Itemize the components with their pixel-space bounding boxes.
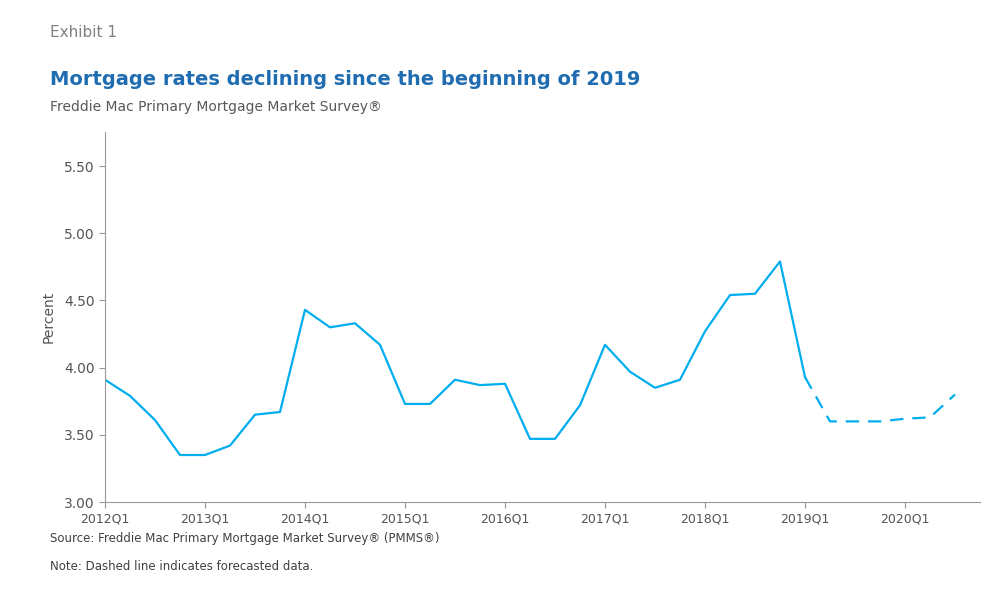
Text: Note: Dashed line indicates forecasted data.: Note: Dashed line indicates forecasted d… bbox=[50, 560, 313, 573]
Text: Source: Freddie Mac Primary Mortgage Market Survey® (PMMS®): Source: Freddie Mac Primary Mortgage Mar… bbox=[50, 532, 440, 545]
Text: Freddie Mac Primary Mortgage Market Survey®: Freddie Mac Primary Mortgage Market Surv… bbox=[50, 100, 382, 114]
Text: Mortgage rates declining since the beginning of 2019: Mortgage rates declining since the begin… bbox=[50, 70, 640, 89]
Text: Exhibit 1: Exhibit 1 bbox=[50, 25, 117, 40]
Y-axis label: Percent: Percent bbox=[42, 291, 56, 343]
